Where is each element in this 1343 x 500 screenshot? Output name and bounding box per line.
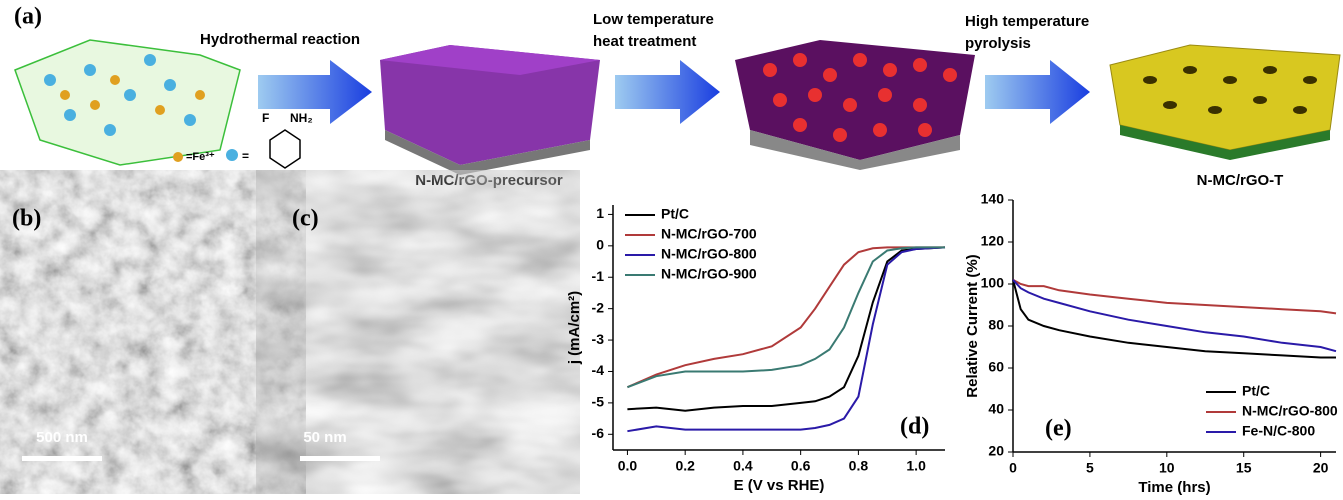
- caption: N-MC/rGO-T: [1197, 172, 1284, 189]
- benzene-ring: [270, 130, 300, 168]
- x-tick-label: 0.8: [849, 458, 869, 474]
- scale-text: 50 nm: [303, 429, 346, 446]
- y-tick-label: 40: [988, 401, 1004, 417]
- x-axis-label: E (V vs RHE): [734, 477, 825, 494]
- y-tick-label: 120: [981, 233, 1005, 249]
- molecule-label: NH₂: [290, 111, 313, 125]
- panel-label: (c): [292, 206, 319, 232]
- y-tick-label: -4: [592, 362, 605, 378]
- figure: (a) =Fe³⁺ = F NH₂ N-MC/rGO-precursor N-M…: [0, 0, 1343, 495]
- x-tick-label: 1.0: [906, 458, 926, 474]
- x-tick-label: 10: [1159, 460, 1175, 476]
- x-tick-label: 15: [1236, 460, 1252, 476]
- series-line: [1013, 280, 1336, 314]
- x-tick-label: 0.4: [733, 458, 753, 474]
- y-tick-label: 0: [596, 237, 604, 253]
- y-tick-label: 60: [988, 359, 1004, 375]
- step-label: Low temperature: [593, 11, 714, 28]
- precursor-block: [380, 45, 600, 175]
- y-tick-label: -6: [592, 425, 605, 441]
- x-tick-label: 0.6: [791, 458, 811, 474]
- panel-label: (d): [900, 414, 929, 440]
- legend-label: N-MC/rGO-700: [661, 226, 757, 242]
- porous-block: [1110, 45, 1340, 160]
- panel-label: (a): [14, 4, 42, 30]
- fe-icon: [173, 152, 183, 162]
- tem-image: [283, 197, 553, 467]
- y-axis-label: j (mA/cm²): [566, 291, 583, 365]
- scale-bar: [300, 456, 380, 461]
- step-label: Hydrothermal reaction: [200, 31, 360, 48]
- heated-block: [735, 40, 975, 170]
- caption: N-MC/rGO-precursor: [415, 172, 563, 189]
- y-tick-label: -2: [592, 299, 605, 315]
- legend-label: Fe-N/C-800: [1242, 423, 1315, 439]
- arrow: [615, 60, 720, 124]
- x-tick-label: 20: [1313, 460, 1329, 476]
- y-tick-label: 140: [981, 191, 1005, 207]
- legend-label: Pt/C: [661, 206, 689, 222]
- graphene-sheet: [15, 40, 240, 165]
- scale-text: 500 nm: [36, 429, 88, 446]
- legend-label: Pt/C: [1242, 383, 1270, 399]
- y-tick-label: 100: [981, 275, 1005, 291]
- legend-label: N-MC/rGO-800: [1242, 403, 1338, 419]
- arrow: [258, 60, 372, 124]
- y-axis-label: Relative Current (%): [964, 254, 981, 397]
- y-tick-label: -5: [592, 394, 605, 410]
- panel-label: (e): [1045, 416, 1072, 442]
- y-tick-label: 80: [988, 317, 1004, 333]
- key-text: =Fe³⁺: [186, 151, 215, 163]
- molecule-icon: [226, 149, 238, 161]
- key-text: =: [242, 149, 249, 163]
- x-tick-label: 0.0: [618, 458, 638, 474]
- x-tick-label: 0.2: [675, 458, 695, 474]
- y-tick-label: 1: [596, 205, 604, 221]
- step-label: High temperature: [965, 13, 1089, 30]
- arrow: [985, 60, 1090, 124]
- y-tick-label: 20: [988, 443, 1004, 459]
- panel-label: (b): [12, 206, 41, 232]
- step-label: pyrolysis: [965, 35, 1031, 52]
- x-tick-label: 5: [1086, 460, 1094, 476]
- y-tick-label: -3: [592, 331, 605, 347]
- y-tick-label: -1: [592, 268, 605, 284]
- legend-label: N-MC/rGO-900: [661, 266, 757, 282]
- legend-label: N-MC/rGO-800: [661, 246, 757, 262]
- scale-bar: [22, 456, 102, 461]
- molecule-label: F: [262, 111, 269, 125]
- step-label: heat treatment: [593, 33, 696, 50]
- x-axis-label: Time (hrs): [1138, 479, 1210, 495]
- x-tick-label: 0: [1009, 460, 1017, 476]
- tem-image: [2, 197, 278, 467]
